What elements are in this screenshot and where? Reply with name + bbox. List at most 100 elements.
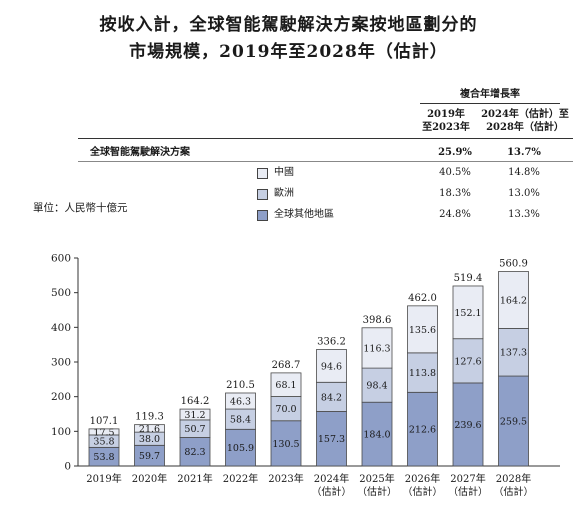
legend-swatch-europe xyxy=(257,189,268,200)
x-tick-sublabel: （估計） xyxy=(494,485,534,498)
x-tick-sublabel: （估計） xyxy=(448,485,488,498)
bar-segment xyxy=(498,271,529,329)
y-tick-label: 300 xyxy=(51,357,71,369)
cagr-group-header: 複合年增長率 xyxy=(460,89,520,100)
china-cagr1: 40.5% xyxy=(439,167,471,178)
bar-value-label: 68.1 xyxy=(275,380,296,391)
bar-value-label: 53.8 xyxy=(93,452,114,463)
bar-value-label: 212.6 xyxy=(409,425,436,436)
bar-value-label: 184.0 xyxy=(363,430,390,441)
x-tick-label: 2023年 xyxy=(268,472,303,485)
total-row-cagr2: 13.7% xyxy=(507,147,541,158)
bar-value-label: 164.2 xyxy=(500,295,527,306)
bar-total-label: 519.4 xyxy=(454,273,483,284)
bar-value-label: 84.2 xyxy=(321,392,342,403)
bar-value-label: 94.6 xyxy=(321,361,342,372)
bar-value-label: 46.3 xyxy=(230,397,251,408)
table-top-rule xyxy=(78,138,573,139)
bar-segment xyxy=(270,420,302,467)
bar-total-label: 119.3 xyxy=(135,412,164,423)
row-cagr2: 13.3% xyxy=(508,209,540,220)
x-tick-label: 2025年 xyxy=(359,472,394,485)
bar-value-label: 239.6 xyxy=(454,420,481,431)
bar-value-label: 152.1 xyxy=(454,308,481,319)
bar-segment xyxy=(179,408,211,421)
bar-value-label: 116.3 xyxy=(363,343,390,354)
x-tick-sublabel: （估計） xyxy=(312,485,352,498)
bar-value-label: 50.7 xyxy=(184,424,205,435)
bar-total-label: 268.7 xyxy=(272,360,301,371)
y-tick-label: 600 xyxy=(51,253,71,265)
x-tick-sublabel: （估計） xyxy=(403,485,443,498)
chart-title-line2: 市場規模，2019年至2028年（估計） xyxy=(129,42,448,62)
x-tick-label: 2027年 xyxy=(450,472,485,485)
bar-segment xyxy=(179,437,211,467)
y-tick-label: 100 xyxy=(51,426,71,438)
chart-title-line1: 按收入計，全球智能駕駛解決方案按地區劃分的 xyxy=(99,15,478,35)
bar-total-label: 336.2 xyxy=(317,336,346,347)
bar-value-label: 157.3 xyxy=(318,434,345,445)
bar-segment xyxy=(225,392,256,410)
bar-value-label: 130.5 xyxy=(272,439,299,450)
legend-label-china: 中國 xyxy=(274,167,294,178)
bar-segment xyxy=(452,382,484,467)
bar-segment xyxy=(316,381,347,412)
bar-value-label: 21.6 xyxy=(139,424,160,435)
x-tick-label: 2024年 xyxy=(314,472,349,485)
bar-value-label: 17.5 xyxy=(93,427,114,438)
bar-value-label: 38.0 xyxy=(139,434,160,445)
x-tick-label: 2022年 xyxy=(223,472,258,485)
bar-value-label: 105.9 xyxy=(227,443,254,454)
x-tick-sublabel: （估計） xyxy=(357,485,397,498)
bar-value-label: 113.8 xyxy=(409,368,436,379)
row-cagr1: 24.8% xyxy=(439,209,471,220)
y-tick-label: 500 xyxy=(51,287,71,299)
bar-segment xyxy=(407,305,438,354)
europe-cagr2: 13.0% xyxy=(508,188,540,199)
bar-segment xyxy=(270,372,302,397)
bar-segment xyxy=(88,428,120,436)
x-tick-label: 2021年 xyxy=(177,472,212,485)
bar-segment xyxy=(407,391,438,467)
bar-total-label: 398.6 xyxy=(363,315,392,326)
bar-value-label: 58.4 xyxy=(230,415,251,426)
bar-total-label: 164.2 xyxy=(181,396,210,407)
bar-value-label: 127.6 xyxy=(454,356,481,367)
bar-segment xyxy=(498,328,529,377)
total-row-label: 全球智能駕駛解決方案 xyxy=(90,147,190,158)
x-tick-label: 2028年 xyxy=(496,472,531,485)
bar-value-label: 98.4 xyxy=(366,381,387,392)
cagr-col1-header: 2019年 至2023年 xyxy=(422,109,470,133)
y-tick-label: 200 xyxy=(51,391,71,403)
header-rule xyxy=(420,103,560,104)
europe-cagr1: 18.3% xyxy=(439,188,471,199)
bar-value-label: 135.6 xyxy=(409,325,436,336)
legend-swatch-rest-of-world xyxy=(257,210,268,221)
bar-segment xyxy=(361,327,393,369)
bar-segment xyxy=(407,352,438,393)
y-tick-label: 400 xyxy=(51,322,71,334)
bar-value-label: 259.5 xyxy=(500,417,527,428)
x-tick-label: 2026年 xyxy=(405,472,440,485)
unit-label: 單位：人民幣十億元 xyxy=(33,202,128,214)
bar-segment xyxy=(134,424,165,433)
bar-value-label: 31.2 xyxy=(184,410,205,421)
legend-label-rest-of-world: 全球其他地區 xyxy=(274,209,334,220)
bar-segment xyxy=(498,375,529,467)
bar-segment xyxy=(316,349,347,383)
bar-value-label: 59.7 xyxy=(139,451,160,462)
bar-value-label: 137.3 xyxy=(500,348,527,359)
bar-value-label: 70.0 xyxy=(275,404,296,415)
bar-total-label: 210.5 xyxy=(226,380,255,391)
x-tick-label: 2020年 xyxy=(132,472,167,485)
legend-swatch-china xyxy=(257,168,268,179)
total-row-cagr1: 25.9% xyxy=(438,147,472,158)
table-mid-rule xyxy=(78,161,573,162)
x-tick-label: 2019年 xyxy=(86,472,121,485)
bar-total-label: 107.1 xyxy=(90,416,119,427)
bar-total-label: 560.9 xyxy=(499,259,528,270)
y-tick-label: 0 xyxy=(64,461,71,473)
bar-total-label: 462.0 xyxy=(408,293,437,304)
bar-value-label: 82.3 xyxy=(184,447,205,458)
